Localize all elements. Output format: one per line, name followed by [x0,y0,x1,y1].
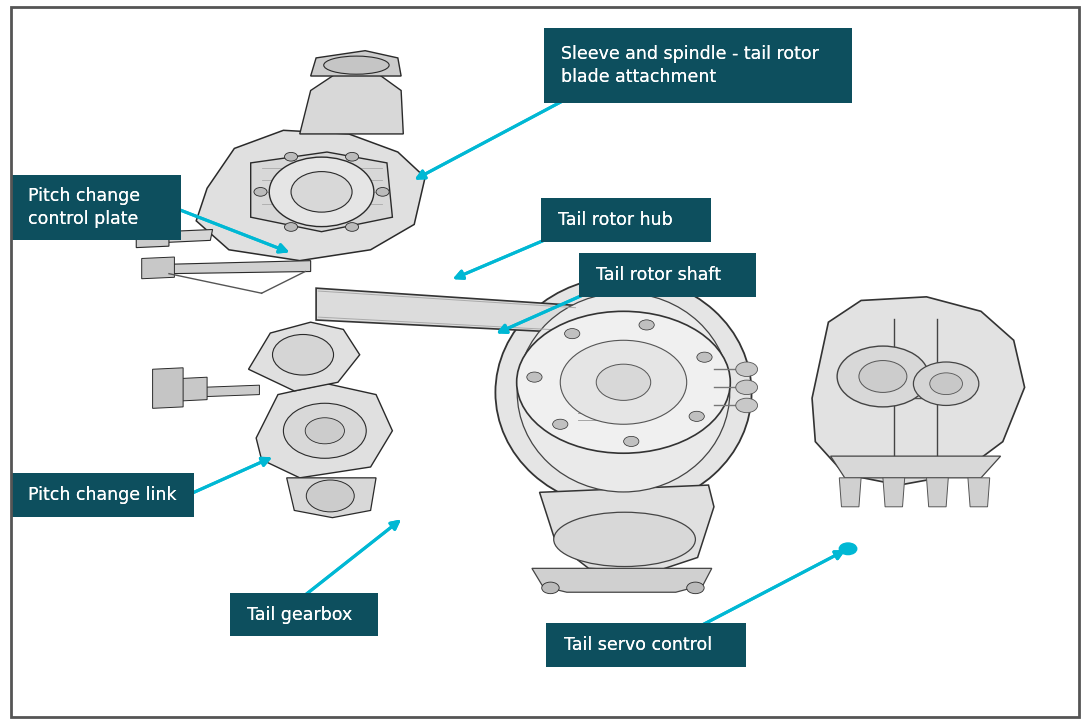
Text: Tail gearbox: Tail gearbox [247,606,353,623]
FancyBboxPatch shape [579,253,756,297]
FancyBboxPatch shape [230,593,378,636]
Ellipse shape [517,292,730,492]
Circle shape [306,480,354,512]
Circle shape [346,153,359,161]
Polygon shape [202,385,259,397]
Polygon shape [164,230,213,243]
Polygon shape [316,288,578,333]
Circle shape [291,172,352,212]
Circle shape [689,411,704,421]
Circle shape [560,340,687,424]
Text: Pitch change link: Pitch change link [28,487,177,504]
Polygon shape [196,130,425,261]
Polygon shape [153,368,183,408]
Text: Pitch change link: Pitch change link [28,487,177,504]
Polygon shape [968,478,990,507]
Polygon shape [178,377,207,401]
Ellipse shape [324,56,389,74]
FancyBboxPatch shape [230,593,378,636]
Circle shape [346,222,359,231]
Circle shape [284,153,298,161]
FancyBboxPatch shape [579,253,756,297]
Text: Sleeve and spindle - tail rotor
blade attachment: Sleeve and spindle - tail rotor blade at… [561,45,820,85]
Ellipse shape [554,513,695,566]
Circle shape [736,362,758,376]
Text: Tail servo control: Tail servo control [564,636,712,654]
Circle shape [272,334,334,375]
Polygon shape [136,224,169,248]
Polygon shape [926,478,948,507]
FancyBboxPatch shape [546,623,746,667]
FancyBboxPatch shape [11,473,194,517]
Text: Tail rotor shaft: Tail rotor shaft [596,266,722,284]
Polygon shape [249,322,360,391]
Circle shape [565,329,580,339]
Circle shape [254,188,267,196]
Circle shape [596,364,651,400]
Text: Sleeve and spindle - tail rotor
blade attachment: Sleeve and spindle - tail rotor blade at… [561,45,820,85]
Circle shape [736,380,758,395]
Circle shape [376,188,389,196]
Polygon shape [311,51,401,76]
Polygon shape [142,257,174,279]
FancyBboxPatch shape [544,28,852,103]
FancyBboxPatch shape [546,623,746,667]
Circle shape [837,346,929,407]
Circle shape [553,419,568,429]
Text: Pitch change
control plate: Pitch change control plate [28,188,141,228]
Circle shape [930,373,962,395]
Polygon shape [540,485,714,572]
Polygon shape [532,568,712,592]
Text: Tail rotor hub: Tail rotor hub [558,211,673,229]
Text: Tail gearbox: Tail gearbox [247,606,353,623]
Circle shape [687,582,704,594]
Circle shape [305,418,344,444]
FancyBboxPatch shape [544,28,852,103]
Circle shape [542,582,559,594]
Circle shape [736,398,758,413]
Polygon shape [287,478,376,518]
Circle shape [639,320,654,330]
Circle shape [526,372,542,382]
Polygon shape [883,478,905,507]
Ellipse shape [495,277,751,508]
Text: Pitch change
control plate: Pitch change control plate [28,188,141,228]
Text: Tail rotor hub: Tail rotor hub [558,211,673,229]
Circle shape [284,222,298,231]
Polygon shape [256,384,392,478]
Circle shape [517,311,730,453]
Polygon shape [812,297,1025,485]
FancyBboxPatch shape [541,198,711,242]
Circle shape [623,437,639,447]
Polygon shape [839,478,861,507]
Circle shape [283,403,366,458]
FancyBboxPatch shape [11,175,181,240]
Circle shape [859,361,907,392]
Polygon shape [169,261,311,274]
FancyBboxPatch shape [11,175,181,240]
FancyBboxPatch shape [541,198,711,242]
Circle shape [839,543,857,555]
Circle shape [269,157,374,227]
Text: Tail rotor shaft: Tail rotor shaft [596,266,722,284]
Polygon shape [251,152,392,232]
Polygon shape [831,456,1001,478]
Circle shape [697,352,712,362]
Polygon shape [300,72,403,134]
Circle shape [913,362,979,405]
Text: Tail servo control: Tail servo control [564,636,712,654]
FancyBboxPatch shape [11,473,194,517]
